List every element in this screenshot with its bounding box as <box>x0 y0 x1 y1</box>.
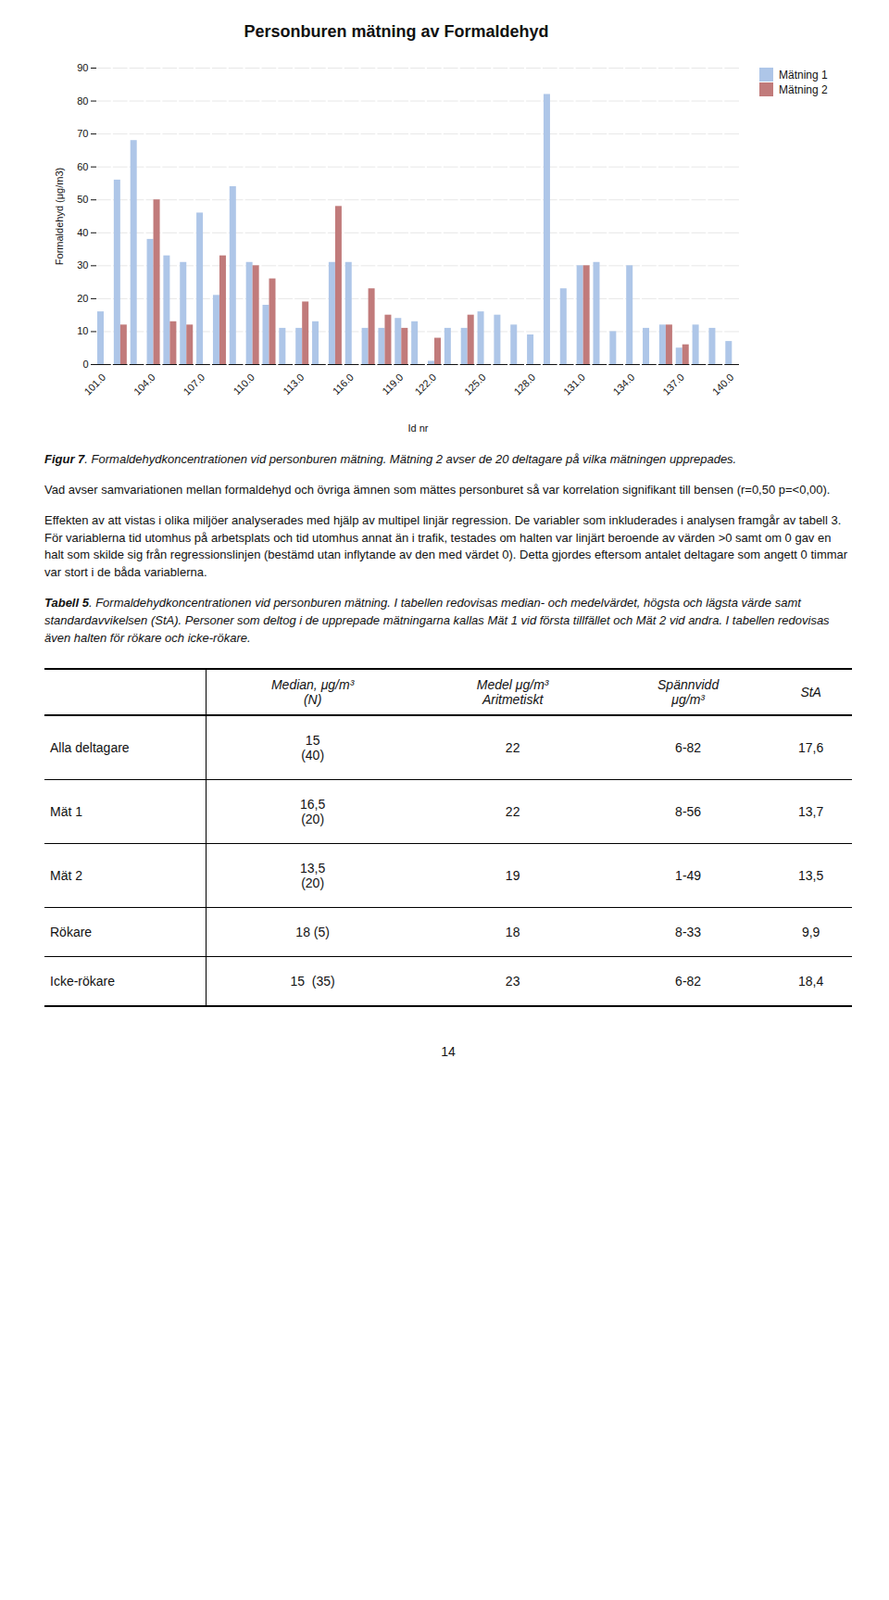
html-text:13,5: 13,5 <box>798 867 824 883</box>
svg-text:137.0: 137.0 <box>660 371 687 398</box>
html-text:13,5 (20): 13,5 (20) <box>300 859 326 890</box>
svg-text:131.0: 131.0 <box>561 371 588 398</box>
html-text:19: 19 <box>505 867 520 883</box>
html-text:8-33: 8-33 <box>675 923 702 939</box>
svg-text:128.0: 128.0 <box>511 371 538 398</box>
html-text:23: 23 <box>505 972 520 988</box>
html-text:Mätning 2: Mätning 2 <box>778 82 828 96</box>
html-text:Rökare: Rökare <box>50 923 92 939</box>
html-text:14: 14 <box>440 1043 456 1059</box>
html-text:6-82: 6-82 <box>675 739 702 755</box>
html-text:22: 22 <box>505 739 520 755</box>
html-text:Figur 7. Formaldehydkoncentrat: Figur 7. Formaldehydkoncentrationen vid … <box>44 451 737 466</box>
html-text:6-82: 6-82 <box>675 972 702 988</box>
html-text:Mät 1: Mät 1 <box>50 803 83 819</box>
svg-text:113.0: 113.0 <box>280 371 306 397</box>
svg-text:119.0: 119.0 <box>379 371 405 397</box>
svg-text:140.0: 140.0 <box>710 371 737 398</box>
svg-text:10: 10 <box>76 325 88 337</box>
html-text:Alla deltagare: Alla deltagare <box>50 739 130 755</box>
svg-text:107.0: 107.0 <box>180 371 207 398</box>
svg-text:30: 30 <box>76 259 88 271</box>
svg-text:20: 20 <box>76 292 88 304</box>
html-text:9,9: 9,9 <box>801 923 820 939</box>
svg-text:80: 80 <box>76 95 88 107</box>
html-text:Spännvidd μg/m³: Spännvidd μg/m³ <box>657 676 719 707</box>
html-text:16,5 (20): 16,5 (20) <box>300 796 326 826</box>
html-text:Personburen mätning av Formald: Personburen mätning av Formaldehyd <box>244 22 549 41</box>
svg-text:104.0: 104.0 <box>131 371 158 398</box>
html-text:Mät 2: Mät 2 <box>50 867 83 883</box>
svg-text:Id nr: Id nr <box>407 422 428 434</box>
html-text:Vad avser samvariationen mella: Vad avser samvariationen mellan formalde… <box>44 482 831 497</box>
html-text:18: 18 <box>505 923 520 939</box>
svg-text:Formaldehyd (μg/m3): Formaldehyd (μg/m3) <box>53 167 65 265</box>
html-text:8-56: 8-56 <box>675 803 702 819</box>
html-text:18 (5): 18 (5) <box>295 923 330 939</box>
svg-text:70: 70 <box>76 127 88 139</box>
html-text:Median, μg/m³ (N): Median, μg/m³ (N) <box>271 676 355 707</box>
html-text:Medel μg/m³ Aritmetiskt: Medel μg/m³ Aritmetiskt <box>476 676 549 707</box>
svg-text:0: 0 <box>82 358 88 370</box>
html-text:StA: StA <box>800 683 822 699</box>
html-text:Effekten av att vistas i olika: Effekten av att vistas i olika miljöer a… <box>44 512 848 579</box>
svg-text:116.0: 116.0 <box>330 371 356 397</box>
svg-text:134.0: 134.0 <box>610 371 637 398</box>
html-text:Tabell 5. Formaldehydkoncentra: Tabell 5. Formaldehydkoncentrationen vid… <box>44 595 830 645</box>
svg-text:50: 50 <box>76 193 88 205</box>
html-text:17,6: 17,6 <box>798 739 824 755</box>
html-text:15 (35): 15 (35) <box>290 972 336 988</box>
html-text:22: 22 <box>505 803 520 819</box>
svg-text:40: 40 <box>76 226 88 238</box>
svg-text:122.0: 122.0 <box>412 371 439 398</box>
svg-text:60: 60 <box>76 161 88 173</box>
svg-text:90: 90 <box>76 62 88 74</box>
html-text:Icke-rökare: Icke-rökare <box>50 972 115 988</box>
html-text:18,4: 18,4 <box>798 972 824 988</box>
html-text:13,7: 13,7 <box>798 803 824 819</box>
html-text:15 (40): 15 (40) <box>301 732 325 762</box>
svg-text:125.0: 125.0 <box>462 371 489 398</box>
html-text:1-49: 1-49 <box>675 867 702 883</box>
svg-text:101.0: 101.0 <box>81 371 108 398</box>
svg-text:110.0: 110.0 <box>231 371 257 397</box>
html-text:Mätning 1: Mätning 1 <box>778 68 828 82</box>
